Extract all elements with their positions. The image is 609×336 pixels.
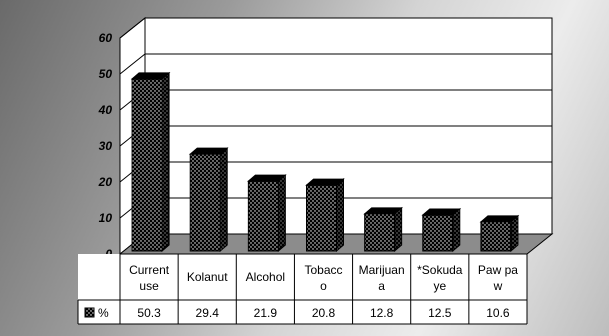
value-label: 12.5 bbox=[428, 306, 452, 320]
bar bbox=[421, 207, 462, 253]
category-label: Tobacc o bbox=[304, 263, 342, 293]
category-label: Kolanut bbox=[187, 270, 228, 284]
bar-front bbox=[364, 213, 396, 252]
bar-front bbox=[422, 214, 454, 252]
bar bbox=[479, 214, 520, 253]
value-label: 12.8 bbox=[370, 306, 394, 320]
bar-side bbox=[219, 147, 228, 253]
table-background bbox=[78, 254, 527, 324]
bar-top bbox=[247, 174, 287, 182]
bar-top bbox=[421, 208, 462, 216]
y-tick-label: 20 bbox=[98, 175, 113, 189]
bar-front bbox=[306, 184, 337, 252]
category-label: *Sokuda ye bbox=[417, 263, 463, 293]
value-label: 29.4 bbox=[196, 306, 220, 320]
bar-side bbox=[161, 71, 170, 253]
y-tick-label: 50 bbox=[99, 67, 113, 81]
category-label: Current use bbox=[129, 263, 170, 293]
gridline bbox=[119, 53, 552, 75]
y-tick-label: 40 bbox=[98, 103, 113, 117]
legend-swatch bbox=[84, 307, 95, 318]
bar-side bbox=[277, 174, 286, 253]
y-tick-label: 30 bbox=[99, 139, 113, 153]
category-label: Alcohol bbox=[246, 270, 285, 284]
category-label: Marijuan a bbox=[359, 263, 405, 293]
bar-top bbox=[188, 147, 229, 155]
bar bbox=[305, 178, 345, 253]
bar bbox=[188, 147, 229, 253]
bar bbox=[247, 174, 287, 253]
y-tick-label: 10 bbox=[99, 211, 113, 225]
bar-top bbox=[363, 207, 403, 215]
value-label: 50.3 bbox=[137, 306, 161, 320]
value-label: 20.8 bbox=[312, 306, 336, 320]
bar-front bbox=[131, 78, 163, 252]
gridline bbox=[119, 17, 552, 39]
bar-side bbox=[452, 207, 461, 253]
bar-side bbox=[394, 206, 403, 253]
bar-front bbox=[247, 180, 279, 252]
bar-front bbox=[480, 221, 512, 252]
value-label: 10.6 bbox=[486, 306, 510, 320]
y-tick-label: 60 bbox=[99, 31, 113, 45]
category-label: Paw pa w bbox=[478, 263, 518, 293]
bar bbox=[130, 71, 171, 253]
legend-label: % bbox=[98, 306, 109, 320]
data-table: Current use Kolanut Alcohol Tobacc o Marijuan a… bbox=[77, 253, 528, 325]
bar-side bbox=[336, 178, 344, 253]
bars bbox=[130, 71, 520, 253]
bar-top bbox=[130, 72, 171, 80]
bar-top bbox=[479, 215, 520, 223]
value-label: 21.9 bbox=[254, 306, 278, 320]
bar bbox=[363, 206, 403, 253]
bar-front bbox=[189, 153, 221, 252]
bar-top bbox=[305, 178, 345, 186]
